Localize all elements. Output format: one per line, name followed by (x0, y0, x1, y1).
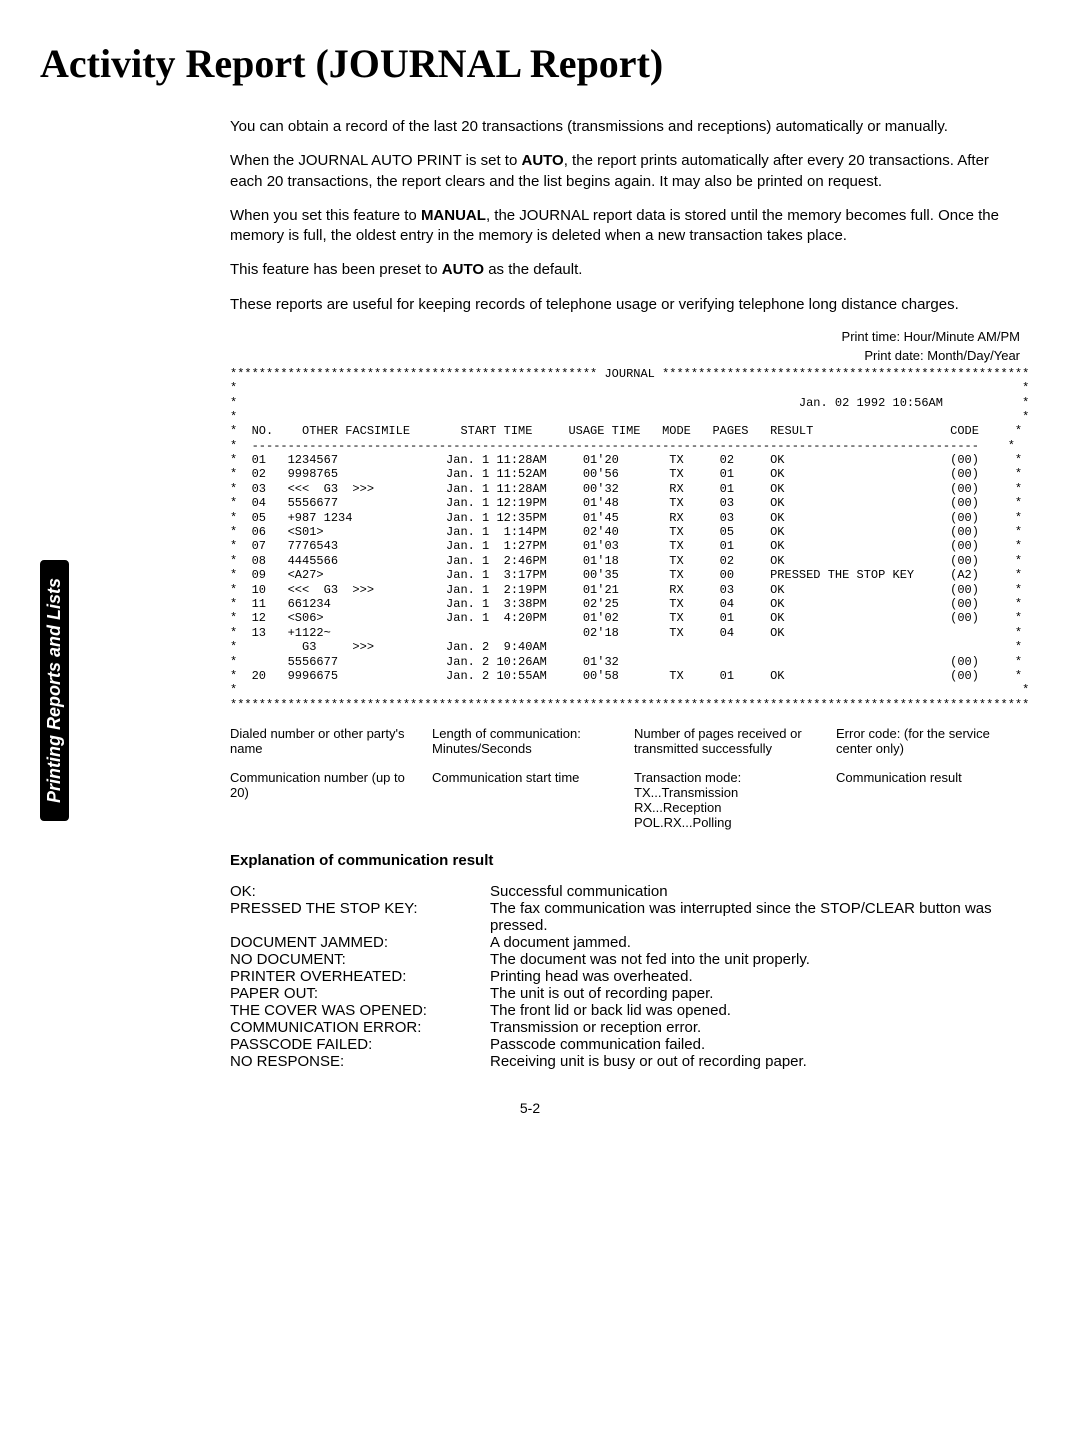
journal-printout: ****************************************… (230, 367, 1020, 712)
explanation-heading: Explanation of communication result (230, 852, 1020, 869)
legend-result: Communication result (836, 770, 1020, 830)
result-label: PRINTER OVERHEATED: (230, 968, 490, 985)
result-row: PRESSED THE STOP KEY: The fax communicat… (230, 900, 1020, 934)
result-label: DOCUMENT JAMMED: (230, 934, 490, 951)
body-paragraphs: You can obtain a record of the last 20 t… (230, 117, 1020, 315)
result-explanation-table: OK: Successful communication PRESSED THE… (230, 883, 1020, 1070)
legend-pages: Number of pages received or transmitted … (634, 726, 818, 756)
result-label: OK: (230, 883, 490, 900)
result-row: THE COVER WAS OPENED: The front lid or b… (230, 1002, 1020, 1019)
bold-manual: MANUAL (421, 207, 486, 224)
result-row: COMMUNICATION ERROR: Transmission or rec… (230, 1019, 1020, 1036)
result-label: PASSCODE FAILED: (230, 1036, 490, 1053)
paragraph-4: This feature has been preset to AUTO as … (230, 260, 1020, 280)
result-label: NO DOCUMENT: (230, 951, 490, 968)
text: This feature has been preset to (230, 261, 442, 278)
text: When the JOURNAL AUTO PRINT is set to (230, 152, 521, 169)
result-desc: Receiving unit is busy or out of recordi… (490, 1053, 1020, 1070)
bold-auto-2: AUTO (442, 261, 484, 278)
result-row: PASSCODE FAILED: Passcode communication … (230, 1036, 1020, 1053)
sidebar-tab: Printing Reports and Lists (40, 560, 69, 821)
legend-length: Length of communication: Minutes/Seconds (432, 726, 616, 756)
text: When you set this feature to (230, 207, 421, 224)
result-desc: The document was not fed into the unit p… (490, 951, 1020, 968)
page-number: 5-2 (40, 1100, 1020, 1116)
result-label: COMMUNICATION ERROR: (230, 1019, 490, 1036)
print-date-label: Print date: Month/Day/Year (230, 348, 1020, 363)
result-row: PAPER OUT: The unit is out of recording … (230, 985, 1020, 1002)
result-desc: The front lid or back lid was opened. (490, 1002, 1020, 1019)
result-label: PRESSED THE STOP KEY: (230, 900, 490, 934)
result-desc: A document jammed. (490, 934, 1020, 951)
result-desc: Passcode communication failed. (490, 1036, 1020, 1053)
legend-row-2: Communication number (up to 20) Communic… (230, 770, 1020, 830)
legend-dialed: Dialed number or other party's name (230, 726, 414, 756)
legend-row-1: Dialed number or other party's name Leng… (230, 726, 1020, 756)
result-row: NO DOCUMENT: The document was not fed in… (230, 951, 1020, 968)
result-row: NO RESPONSE: Receiving unit is busy or o… (230, 1053, 1020, 1070)
result-label: THE COVER WAS OPENED: (230, 1002, 490, 1019)
text: as the default. (484, 261, 582, 278)
paragraph-3: When you set this feature to MANUAL, the… (230, 206, 1020, 247)
paragraph-2: When the JOURNAL AUTO PRINT is set to AU… (230, 151, 1020, 192)
legend-error: Error code: (for the service center only… (836, 726, 1020, 756)
print-time-label: Print time: Hour/Minute AM/PM (230, 329, 1020, 344)
result-row: OK: Successful communication (230, 883, 1020, 900)
result-label: PAPER OUT: (230, 985, 490, 1002)
paragraph-5: These reports are useful for keeping rec… (230, 295, 1020, 315)
result-desc: Successful communication (490, 883, 1020, 900)
legend-comm-number: Communication number (up to 20) (230, 770, 414, 830)
legend-start-time: Communication start time (432, 770, 616, 830)
bold-auto: AUTO (521, 152, 563, 169)
journal-sample: Print time: Hour/Minute AM/PM Print date… (230, 329, 1020, 712)
paragraph-1: You can obtain a record of the last 20 t… (230, 117, 1020, 137)
result-desc: The fax communication was interrupted si… (490, 900, 1020, 934)
result-desc: Transmission or reception error. (490, 1019, 1020, 1036)
result-row: DOCUMENT JAMMED: A document jammed. (230, 934, 1020, 951)
legend-mode: Transaction mode: TX...Transmission RX..… (634, 770, 818, 830)
result-desc: The unit is out of recording paper. (490, 985, 1020, 1002)
result-desc: Printing head was overheated. (490, 968, 1020, 985)
result-label: NO RESPONSE: (230, 1053, 490, 1070)
result-row: PRINTER OVERHEATED: Printing head was ov… (230, 968, 1020, 985)
page-title: Activity Report (JOURNAL Report) (40, 40, 1020, 87)
